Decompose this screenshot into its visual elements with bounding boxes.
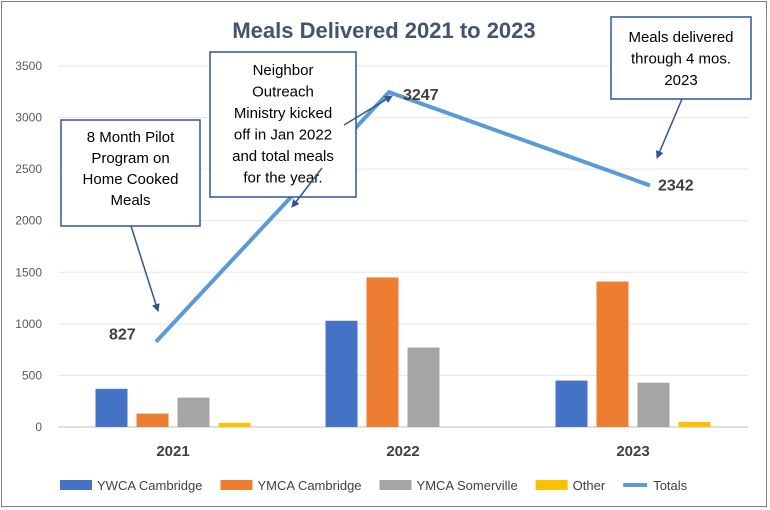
y-tick-label: 2500 <box>15 162 42 176</box>
data-label-2023: 2342 <box>658 177 694 194</box>
callout-text: Program on <box>91 150 169 167</box>
callout-arrow <box>656 98 683 159</box>
legend-swatch <box>535 480 568 490</box>
y-tick-label: 1000 <box>15 317 42 331</box>
y-tick-label: 3500 <box>15 59 42 73</box>
callout-text: Ministry kicked <box>234 105 332 122</box>
bar-ywca-cambridge-2023 <box>555 380 588 427</box>
legend: YWCA Cambridge YMCA Cambridge YMCA Somervi… <box>60 478 688 493</box>
bar-ymca-somerville-2021 <box>177 397 210 427</box>
callout-text: and total meals <box>232 148 334 165</box>
callout-arrow <box>343 95 393 126</box>
y-tick-label: 3000 <box>15 111 42 125</box>
callout-arrow <box>291 167 323 208</box>
legend-item-ymca-cambridge: YMCA Cambridge <box>220 478 362 493</box>
legend-swatch <box>60 480 92 490</box>
callouts: 8 Month Pilot Program on Home Cooked Meals N… <box>60 16 752 312</box>
callout-1: 8 Month Pilot Program on Home Cooked Meals <box>60 119 201 312</box>
legend-label: Totals <box>653 478 687 493</box>
callout-3: Meals delivered through 4 mos. 2023 <box>610 16 752 159</box>
y-axis: 0 500 1000 1500 2000 2500 3000 3500 <box>15 59 42 434</box>
callout-text: Home Cooked <box>83 171 179 188</box>
data-label-2022: 3247 <box>403 87 439 104</box>
callout-text: 8 Month Pilot <box>87 129 175 146</box>
bar-ymca-cambridge-2023 <box>596 281 629 427</box>
legend-swatch <box>220 480 253 490</box>
legend-label: YMCA Cambridge <box>257 478 361 493</box>
x-tick-label: 2022 <box>386 443 419 460</box>
legend-item-totals: Totals <box>623 478 688 493</box>
bar-ymca-somerville-2022 <box>407 347 440 427</box>
bar-ywca-cambridge-2022 <box>325 320 358 427</box>
bar-other-2023 <box>678 421 711 427</box>
callout-text: through 4 mos. <box>631 51 731 68</box>
data-label-2021: 827 <box>109 327 136 344</box>
legend-label: YWCA Cambridge <box>97 478 202 493</box>
callout-text: Meals <box>110 192 150 209</box>
data-labels: 827 3247 2342 <box>109 87 694 344</box>
bar-ymca-cambridge-2021 <box>136 413 169 427</box>
chart-title: Meals Delivered 2021 to 2023 <box>232 18 535 43</box>
legend-item-other: Other <box>535 478 606 493</box>
callout-box <box>60 119 201 227</box>
callout-text: 2023 <box>664 72 697 89</box>
legend-item-ywca-cambridge: YWCA Cambridge <box>60 478 202 493</box>
legend-swatch <box>379 480 412 490</box>
x-axis: 2021 2022 2023 <box>156 443 649 460</box>
callout-text: off in Jan 2022 <box>234 127 332 144</box>
callout-text: for the year. <box>243 170 322 187</box>
legend-label: YMCA Somerville <box>417 478 518 493</box>
callout-text: Neighbor <box>253 62 314 79</box>
bars <box>95 277 711 427</box>
y-tick-label: 2000 <box>15 214 42 228</box>
callout-box <box>209 51 357 198</box>
totals-line <box>154 90 651 344</box>
y-tick-label: 500 <box>22 368 42 382</box>
x-tick-label: 2023 <box>616 443 649 460</box>
legend-label: Other <box>573 478 606 493</box>
callout-text: Meals delivered <box>628 29 733 46</box>
bar-ymca-somerville-2023 <box>637 382 670 427</box>
totals-series-line <box>154 90 651 344</box>
y-tick-label: 1500 <box>15 265 42 279</box>
x-tick-label: 2021 <box>156 443 189 460</box>
y-tick-label: 0 <box>35 420 42 434</box>
callout-2: Neighbor Outreach Ministry kicked off in Ja… <box>209 51 393 208</box>
callout-box <box>610 16 752 100</box>
callout-arrow <box>130 225 160 312</box>
bar-ymca-cambridge-2022 <box>366 277 399 427</box>
bar-ywca-cambridge-2021 <box>95 388 128 427</box>
bar-other-2021 <box>218 422 251 427</box>
callout-text: Outreach <box>252 84 314 101</box>
legend-item-ymca-somerville: YMCA Somerville <box>379 478 518 493</box>
